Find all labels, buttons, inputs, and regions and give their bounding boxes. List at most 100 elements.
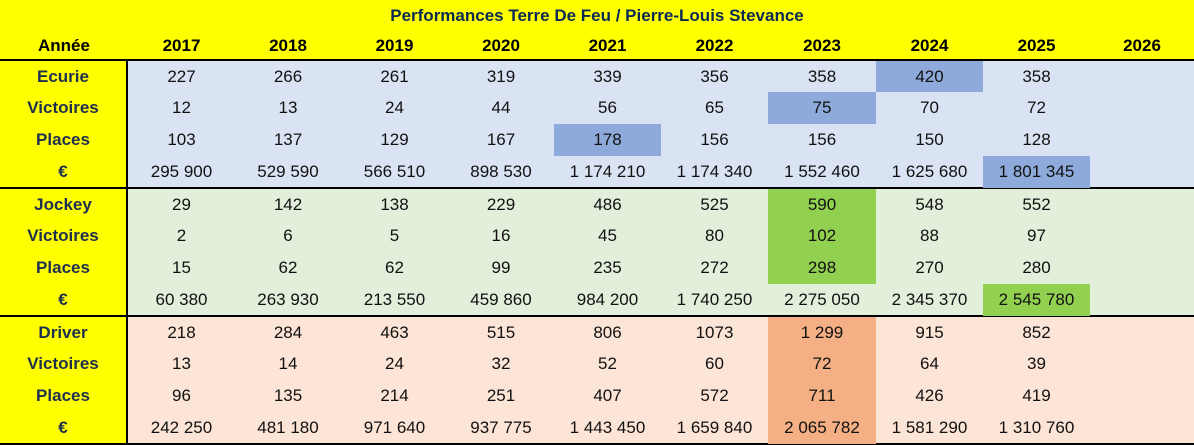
table-cell-highlight: 298 bbox=[768, 252, 876, 284]
table-cell bbox=[1090, 380, 1194, 412]
table-cell: 1 552 460 bbox=[784, 162, 860, 181]
header-label: Année bbox=[38, 35, 90, 55]
table-cell: 1 310 760 bbox=[998, 418, 1075, 437]
table-cell: 915 bbox=[915, 322, 944, 342]
header-year: 2021 bbox=[588, 35, 627, 55]
table-cell: 103 bbox=[167, 130, 196, 149]
table-cell: 261 bbox=[380, 66, 409, 86]
table-cell: 852 bbox=[1022, 322, 1051, 342]
table-cell-highlight: 178 bbox=[554, 124, 661, 156]
table-cell: 459 860 bbox=[470, 290, 532, 309]
section-driver: Driver Victoires Places €218 284 463 515 806 107… bbox=[0, 317, 1194, 445]
table-cell: 937 775 bbox=[470, 418, 532, 437]
table-cell: 138 bbox=[380, 194, 409, 214]
table-cell: 486 bbox=[593, 194, 622, 214]
table-cell bbox=[1090, 284, 1194, 316]
table-cell-highlight: 2 545 780 bbox=[983, 284, 1090, 316]
section-ecurie: Ecurie Victoires Places €227 266 261 319 339 356… bbox=[0, 61, 1194, 189]
table-cell: 62 bbox=[385, 258, 404, 277]
table-cell-highlight: 102 bbox=[768, 220, 876, 252]
table-cell-highlight: 72 bbox=[768, 348, 876, 380]
table-cell: 1 174 340 bbox=[676, 162, 753, 181]
header-year: 2025 bbox=[1017, 35, 1056, 55]
row-label: Places bbox=[36, 130, 90, 149]
table-cell-highlight: 2 065 782 bbox=[768, 412, 876, 444]
table-cell: 1073 bbox=[695, 322, 734, 342]
header-year: 2019 bbox=[375, 35, 414, 55]
table-cell-highlight: 75 bbox=[768, 92, 876, 124]
table-cell: 218 bbox=[167, 322, 196, 342]
table-cell: 898 530 bbox=[470, 162, 532, 181]
table-cell: 88 bbox=[920, 226, 939, 245]
table-cell: 971 640 bbox=[363, 418, 426, 437]
table-cell: 80 bbox=[705, 226, 724, 245]
table-cell: 419 bbox=[1022, 386, 1051, 405]
table-cell: 97 bbox=[1027, 226, 1046, 245]
section-jockey: Jockey Victoires Places €29 142 138 229 486 525 5… bbox=[0, 189, 1194, 317]
row-label: Victoires bbox=[27, 98, 99, 117]
row-label: Places bbox=[36, 386, 90, 405]
table-cell: 463 bbox=[380, 322, 409, 342]
table-cell bbox=[1090, 189, 1194, 220]
table-cell bbox=[1090, 252, 1194, 284]
table-cell bbox=[1090, 156, 1194, 188]
row-label-column: Jockey Victoires Places € bbox=[0, 189, 128, 315]
header-year: 2018 bbox=[269, 35, 307, 55]
table-cell: 70 bbox=[920, 98, 939, 117]
table-cell: 5 bbox=[389, 226, 400, 245]
header-year: 2026 bbox=[1123, 35, 1161, 55]
table-cell: 356 bbox=[700, 66, 729, 86]
row-label: Places bbox=[36, 258, 90, 277]
table-cell: 56 bbox=[598, 98, 617, 117]
table-cell: 227 bbox=[167, 66, 196, 86]
table-cell bbox=[1090, 348, 1194, 380]
table-cell: 60 380 bbox=[155, 290, 208, 309]
table-cell: 167 bbox=[486, 130, 516, 149]
table-cell: 24 bbox=[385, 354, 404, 373]
table-cell: 135 bbox=[273, 386, 303, 405]
table-cell: 266 bbox=[273, 66, 303, 86]
table-cell: 214 bbox=[380, 386, 409, 405]
table-cell: 32 bbox=[491, 354, 511, 373]
table-cell: 142 bbox=[273, 194, 303, 214]
row-label: Jockey bbox=[34, 194, 92, 214]
row-label: Driver bbox=[38, 322, 88, 342]
table-cell bbox=[1090, 124, 1194, 156]
table-cell-highlight: 1 801 345 bbox=[983, 156, 1090, 188]
row-label: Victoires bbox=[27, 226, 99, 245]
table-cell: 24 bbox=[385, 98, 404, 117]
table-cell: 515 bbox=[486, 322, 516, 342]
table-cell: 295 900 bbox=[150, 162, 213, 181]
table-cell: 1 625 680 bbox=[891, 162, 968, 181]
table-cell: 548 bbox=[915, 194, 944, 214]
table-cell: 806 bbox=[593, 322, 622, 342]
table-cell: 13 bbox=[172, 354, 191, 373]
table-cell: 572 bbox=[700, 386, 729, 405]
table-cell: 358 bbox=[1022, 66, 1051, 86]
row-label: Victoires bbox=[27, 354, 99, 373]
table-cell bbox=[1090, 61, 1194, 92]
row-label: € bbox=[58, 162, 68, 181]
table-title: Performances Terre De Feu / Pierre-Louis… bbox=[0, 0, 1194, 32]
table-cell: 984 200 bbox=[576, 290, 639, 309]
table-cell: 525 bbox=[700, 194, 729, 214]
header-year: 2017 bbox=[162, 35, 201, 55]
table-cell: 319 bbox=[486, 66, 516, 86]
table-cell: 150 bbox=[915, 130, 944, 149]
table-cell: 14 bbox=[278, 354, 298, 373]
header-year: 2020 bbox=[482, 35, 520, 55]
table-cell-highlight: 420 bbox=[876, 61, 983, 92]
table-cell: 339 bbox=[593, 66, 622, 86]
table-cell: 96 bbox=[172, 386, 191, 405]
table-cell: 1 659 840 bbox=[676, 418, 753, 437]
row-label: € bbox=[58, 418, 68, 437]
table-cell: 15 bbox=[172, 258, 191, 277]
table-cell: 407 bbox=[593, 386, 622, 405]
table-cell: 1 443 450 bbox=[569, 418, 646, 437]
table-cell: 426 bbox=[915, 386, 944, 405]
table-cell: 235 bbox=[593, 258, 622, 277]
table-cell bbox=[1090, 92, 1194, 124]
table-cell: 128 bbox=[1022, 130, 1051, 149]
table-cell bbox=[1090, 220, 1194, 252]
